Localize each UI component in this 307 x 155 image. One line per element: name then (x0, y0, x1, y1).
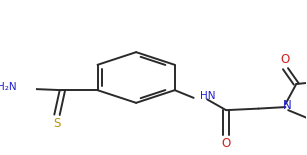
Text: S: S (53, 117, 61, 131)
Text: HN: HN (200, 91, 216, 101)
Text: N: N (282, 99, 291, 112)
Text: O: O (281, 53, 290, 66)
Text: O: O (221, 137, 231, 151)
Text: H₂N: H₂N (0, 82, 17, 92)
